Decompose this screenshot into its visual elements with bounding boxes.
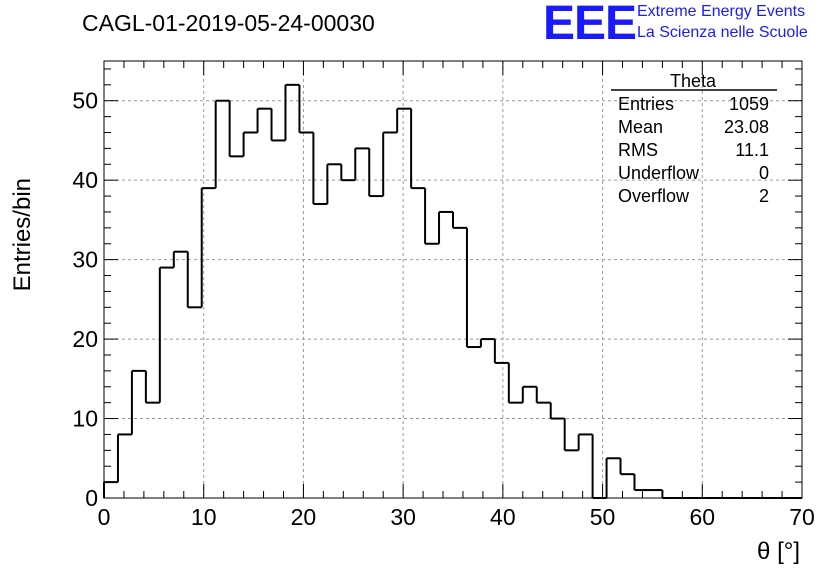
x-tick-label: 30 [390, 504, 416, 530]
x-tick-labels: 0 10 20 30 40 50 60 70 [98, 504, 815, 530]
y-tick-label: 10 [72, 406, 98, 432]
y-tick-label: 50 [72, 88, 98, 114]
x-tick-label: 60 [689, 504, 715, 530]
y-axis-label: Entries/bin [9, 178, 36, 291]
x-tick-label: 10 [191, 504, 217, 530]
stats-label: Entries [618, 94, 674, 114]
y-tick-label: 20 [72, 326, 98, 352]
y-tick-labels: 0 10 20 30 40 50 [72, 88, 98, 511]
logo-line-1: Extreme Energy Events [637, 3, 806, 20]
grid-lines [104, 61, 802, 498]
stats-label: Overflow [618, 186, 690, 206]
stats-label: RMS [618, 140, 658, 160]
logo-line-2: La Scienza nelle Scuole [637, 24, 808, 41]
x-tick-label: 40 [490, 504, 516, 530]
stats-value: 0 [759, 163, 769, 183]
x-tick-label: 50 [590, 504, 616, 530]
eee-logo-mark: EEE [543, 0, 637, 50]
page-title: CAGL-01-2019-05-24-00030 [82, 10, 375, 36]
stats-title: Theta [670, 71, 717, 91]
stats-label: Mean [618, 117, 663, 137]
y-tick-label: 0 [85, 485, 98, 511]
plot-frame [103, 60, 803, 499]
stats-value: 23.08 [724, 117, 769, 137]
stats-box: Theta Entries 1059 Mean 23.08 RMS 11.1 Underfl… [611, 71, 777, 206]
x-axis-label: θ [°] [757, 538, 800, 565]
y-tick-label: 30 [72, 247, 98, 273]
axis-ticks [103, 61, 803, 499]
x-tick-label: 70 [789, 504, 815, 530]
stats-value: 1059 [729, 94, 769, 114]
histogram-series [103, 83, 802, 499]
stats-value: 2 [759, 186, 769, 206]
x-tick-label: 0 [98, 504, 111, 530]
stats-label: Underflow [618, 163, 700, 183]
x-tick-label: 20 [291, 504, 317, 530]
y-tick-label: 40 [72, 167, 98, 193]
stats-value: 11.1 [735, 140, 769, 160]
